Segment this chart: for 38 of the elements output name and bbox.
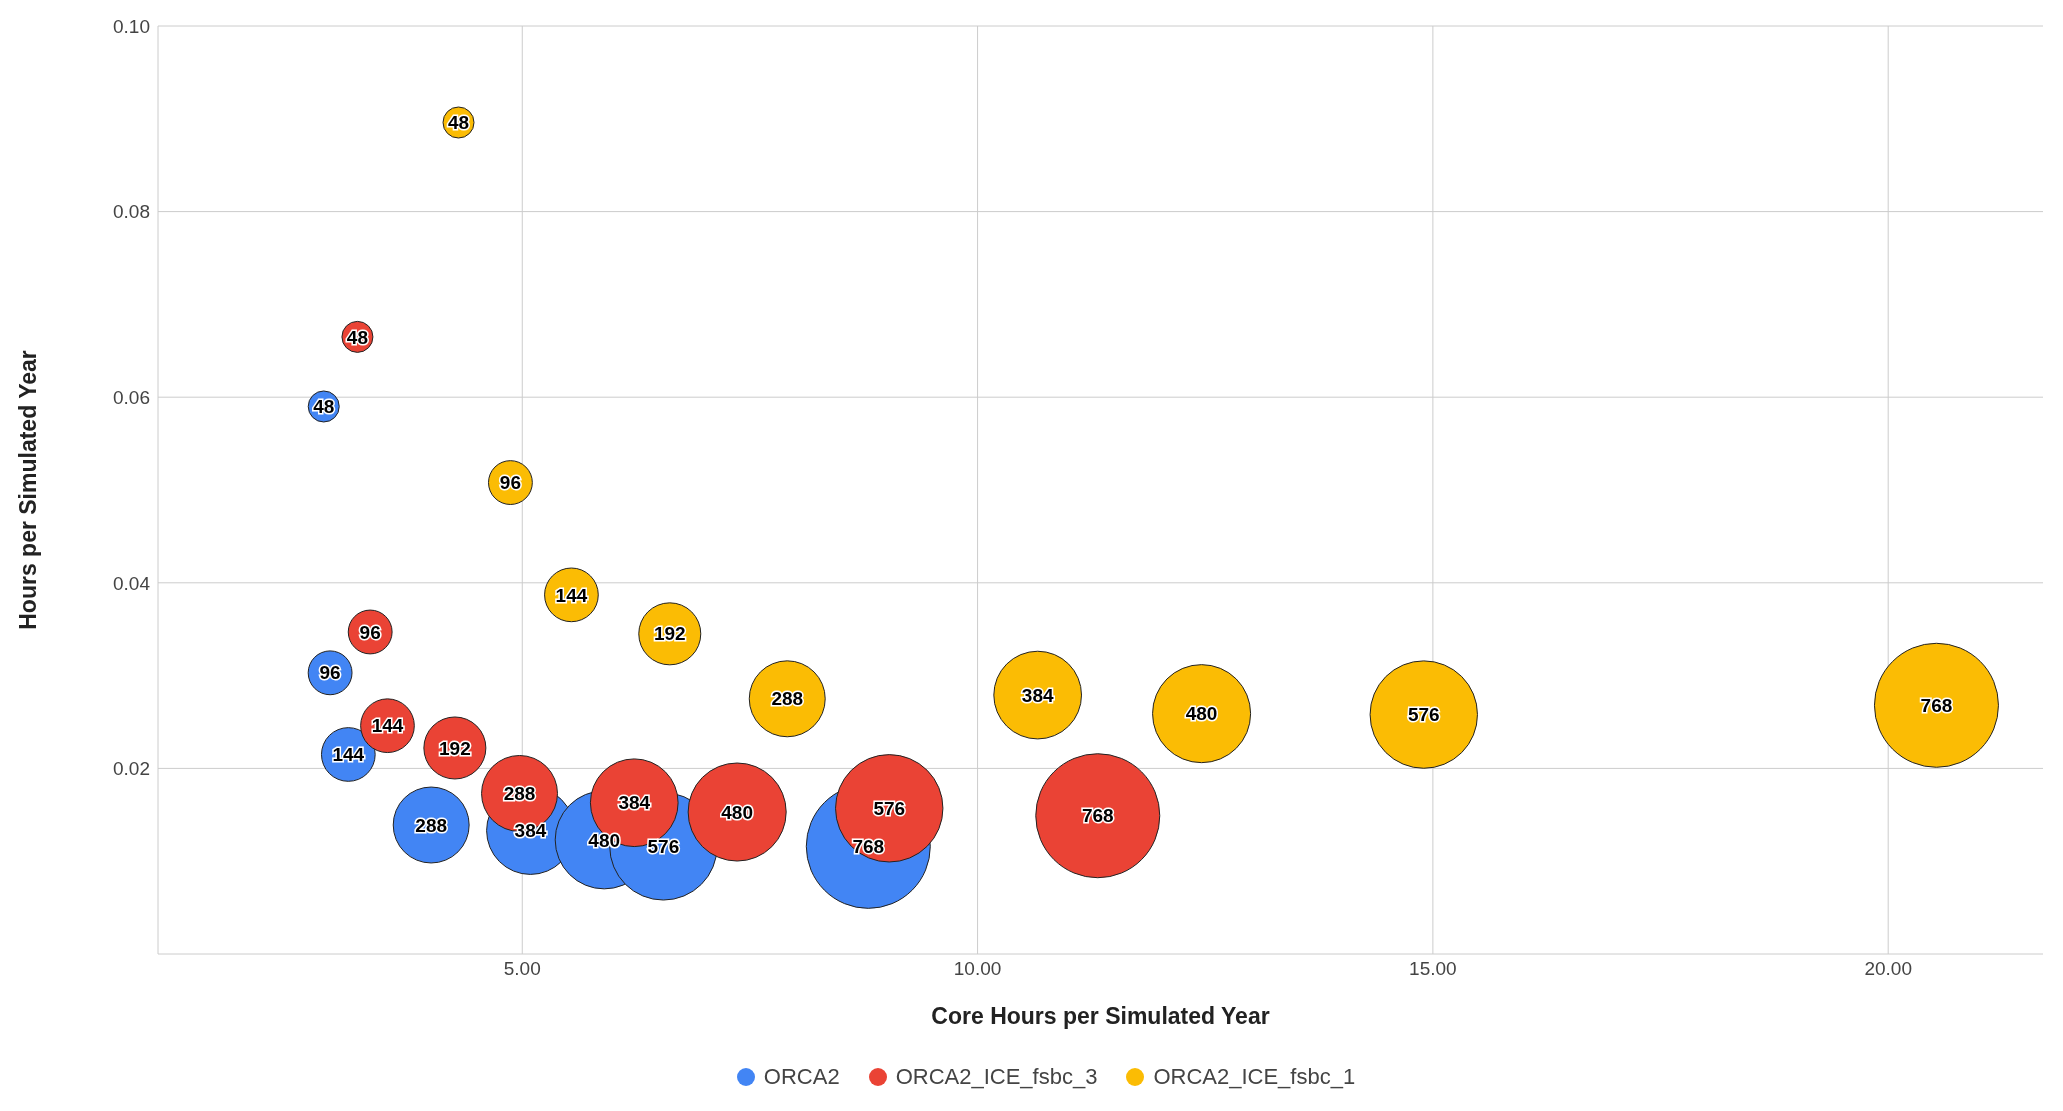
x-tick-label: 5.00 (503, 958, 541, 980)
y-tick-label: 0.04 (113, 572, 151, 594)
x-tick-label: 10.00 (953, 958, 1002, 980)
y-tick-label: 0.02 (113, 758, 150, 780)
annotation: 144 (555, 584, 588, 606)
annotation: 48 (447, 112, 470, 134)
x-tick-label: 20.00 (1864, 958, 1912, 980)
legend-label: ORCA2 (763, 1064, 840, 1090)
annotation: 576 (647, 836, 680, 857)
annotation: 96 (499, 472, 521, 494)
annotation: 480 (721, 801, 754, 823)
annotation: 480 (1185, 703, 1218, 725)
y-tick-label: 0.08 (113, 201, 150, 223)
annotation: 384 (618, 792, 651, 814)
annotation: 576 (1407, 704, 1440, 726)
legend-label: ORCA2_ICE_fsbc_3 (895, 1064, 1098, 1090)
annotation: 288 (415, 814, 448, 836)
x-tick-label: 15.00 (1409, 958, 1457, 980)
annotation: 288 (771, 688, 804, 710)
y-tick-label: 0.06 (113, 386, 150, 408)
y-axis-title: Hours per Simulated Year (15, 350, 42, 630)
y-tick-label: 0.10 (113, 15, 150, 37)
annotation: 48 (313, 396, 335, 418)
annotation: 96 (319, 662, 341, 684)
annotation: 48 (346, 326, 368, 348)
annotation: 576 (873, 797, 906, 819)
legend-label: ORCA2_ICE_fsbc_1 (1153, 1064, 1356, 1090)
annotation: 768 (1081, 805, 1114, 827)
annotation: 96 (359, 621, 381, 643)
annotation: 192 (653, 623, 686, 645)
annotation: 144 (332, 744, 365, 766)
x-axis-title: Core Hours per Simulated Year (931, 1003, 1270, 1029)
annotation: 192 (439, 737, 471, 759)
annotation: 768 (1920, 694, 1953, 716)
annotation: 144 (371, 715, 404, 737)
annotation: 768 (852, 836, 885, 857)
annotation: 288 (503, 783, 536, 805)
annotation: 384 (1021, 684, 1054, 706)
